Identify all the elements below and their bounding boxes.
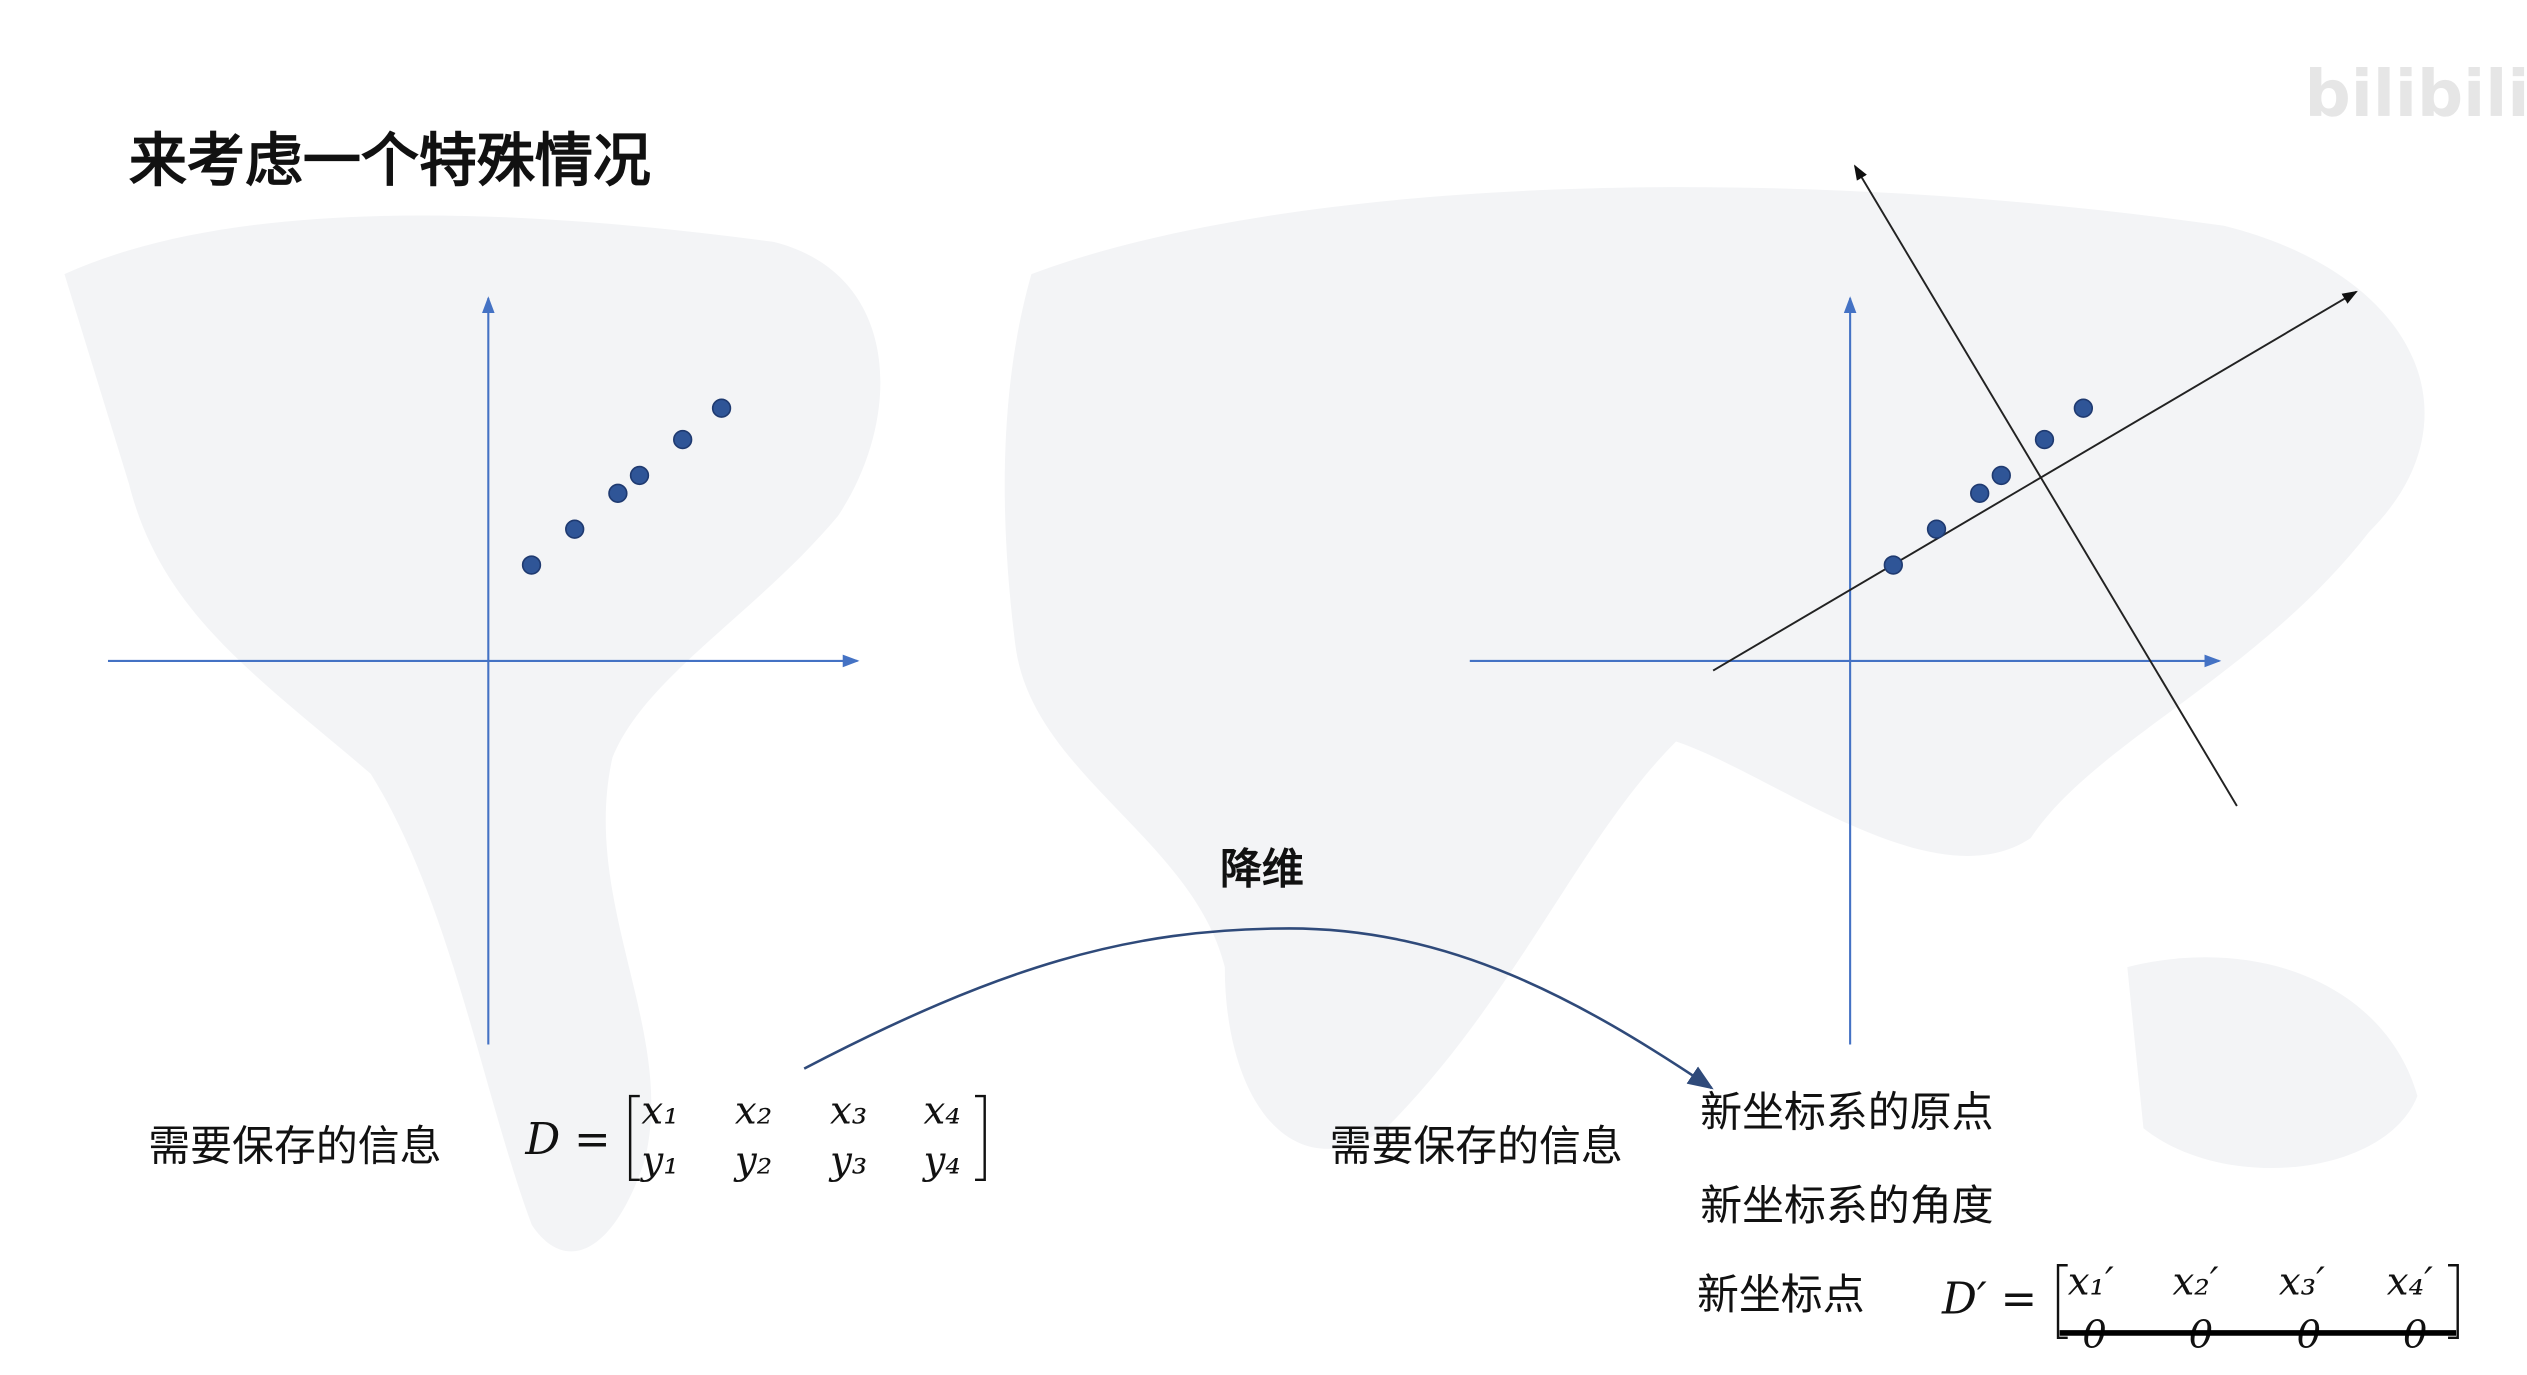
left-info-label: 需要保存的信息 <box>148 1122 441 1171</box>
data-point <box>1970 483 1990 504</box>
matrix-entry: y₁ <box>639 1138 678 1183</box>
matrix-entry: x₄ <box>923 1088 960 1133</box>
data-point <box>629 465 650 486</box>
matrix-entry: x₂′ <box>2172 1259 2218 1304</box>
data-point <box>1883 555 1903 575</box>
matrix-d-bracket-left <box>628 1094 640 1182</box>
data-point <box>2034 429 2055 450</box>
data-point <box>565 519 585 539</box>
matrix-entry: y₃ <box>828 1138 867 1183</box>
matrix-d-prime-name: D′ = <box>1941 1275 2037 1325</box>
right-info-label: 需要保存的信息 <box>1330 1122 1623 1171</box>
matrix-d-name: D = <box>524 1115 610 1165</box>
info-item-angle: 新坐标系的角度 <box>1700 1181 1993 1230</box>
matrix-entry: x₃′ <box>2279 1259 2325 1304</box>
world-map-background <box>64 187 2425 1252</box>
matrix-entry: x₁′ <box>2068 1259 2114 1304</box>
data-point <box>1991 465 2011 486</box>
data-point <box>673 429 693 450</box>
matrix-d-prime-bracket-right <box>2448 1264 2459 1339</box>
new-principal-axis <box>1712 290 2358 672</box>
matrix-entry: y₄ <box>921 1138 960 1183</box>
matrix-entry: y₂ <box>733 1138 772 1183</box>
dimension-reduction-label: 降维 <box>1220 844 1304 893</box>
dimension-reduction-arrow <box>803 927 1714 1090</box>
data-point <box>521 555 542 575</box>
matrix-d-bracket-right <box>975 1094 986 1182</box>
matrix-d-prime-entries: x₁′ x₂′ x₃′ x₄′ 0 0 0 0 <box>2068 1259 2433 1357</box>
data-point <box>2073 398 2094 418</box>
data-point <box>1926 519 1947 539</box>
left-plot <box>107 296 860 1045</box>
matrix-entry: x₁ <box>641 1088 678 1133</box>
new-perpendicular-axis <box>1853 164 2238 807</box>
data-point <box>711 398 732 418</box>
info-item-new-points: 新坐标点 <box>1697 1270 1865 1319</box>
bilibili-watermark: bilibili <box>2305 57 2527 132</box>
matrix-d-prime-bracket-left <box>2056 1264 2068 1339</box>
slide-title: 来考虑一个特殊情况 <box>129 127 651 195</box>
matrix-entry: x₂ <box>735 1088 772 1133</box>
info-item-origin: 新坐标系的原点 <box>1700 1088 1993 1137</box>
matrix-d-entries: x₁ x₂ x₃ x₄ y₁ y₂ y₃ y₄ <box>639 1088 960 1183</box>
matrix-entry: x₃ <box>830 1088 867 1133</box>
right-plot <box>1469 164 2358 1045</box>
matrix-entry: x₄′ <box>2387 1259 2433 1304</box>
data-point <box>608 483 628 504</box>
